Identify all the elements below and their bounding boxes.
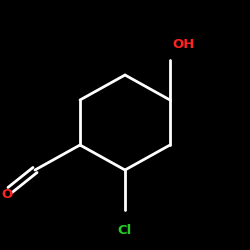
Text: OH: OH xyxy=(172,38,195,52)
Text: Cl: Cl xyxy=(118,224,132,236)
Text: O: O xyxy=(2,188,13,202)
